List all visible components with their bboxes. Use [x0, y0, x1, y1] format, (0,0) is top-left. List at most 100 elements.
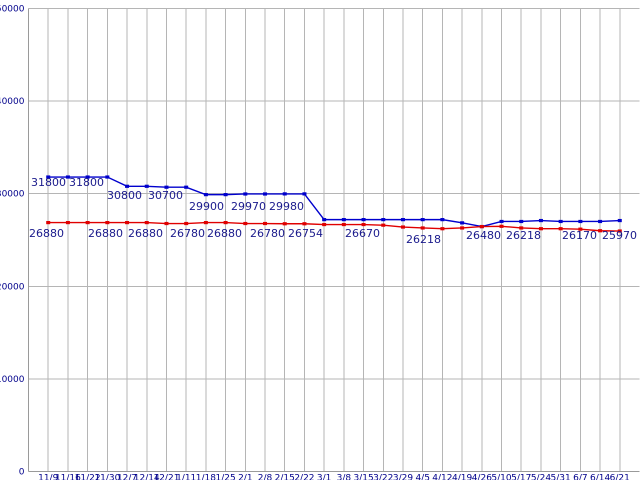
data-point-marker: [598, 219, 603, 224]
data-point-marker: [617, 229, 622, 233]
x-axis-tick-label: 1/25: [215, 474, 235, 480]
y-axis-tick-label: 0: [19, 468, 25, 478]
data-point-marker: [144, 220, 149, 225]
data-point-marker: [85, 220, 90, 225]
data-point-marker: [361, 218, 366, 222]
x-axis-tick-label: 2/15: [275, 474, 295, 480]
x-axis-tick-label: 6/21: [610, 474, 630, 480]
data-point-label: 29980: [269, 200, 304, 213]
data-point-marker: [479, 224, 484, 229]
data-point-marker: [361, 222, 366, 227]
series-line-blue: [48, 176, 620, 228]
data-point-marker: [538, 227, 543, 231]
data-point-label: 26218: [506, 229, 541, 242]
data-point-marker: [578, 219, 583, 224]
x-axis-tick-label: 3/8: [337, 474, 352, 480]
x-axis-tick-label: 2/1: [238, 474, 252, 480]
data-point-marker: [223, 193, 228, 197]
data-point-label: 26480: [466, 229, 501, 242]
data-point-marker: [105, 175, 110, 179]
x-axis-tick-label: 11/22: [75, 474, 101, 480]
data-point-marker: [558, 227, 563, 231]
data-point-marker: [578, 227, 583, 231]
x-axis-tick-label: 4/12: [432, 474, 452, 480]
data-point-marker: [302, 222, 307, 226]
x-axis-tick-label: 5/17: [511, 474, 531, 480]
data-point-marker: [460, 221, 465, 225]
y-axis-tick-label: 50000: [0, 5, 25, 15]
series-line-red: [48, 221, 620, 232]
x-axis-tick-label: 1/11: [176, 474, 196, 480]
data-point-marker: [400, 218, 405, 222]
data-point-marker: [203, 193, 208, 197]
grid-lines: [28, 8, 640, 472]
data-point-markers: [46, 175, 622, 233]
data-point-marker: [65, 175, 70, 179]
x-axis-tick-label: 3/22: [373, 474, 393, 480]
data-point-marker: [46, 220, 51, 225]
y-axis: 0 10000 20000 30000 40000 50000: [0, 5, 29, 478]
data-point-marker: [440, 227, 445, 231]
data-point-label: 26170: [562, 229, 597, 242]
data-point-marker: [440, 218, 445, 222]
data-point-marker: [558, 219, 563, 224]
data-point-label: 26880: [88, 227, 123, 240]
data-point-marker: [302, 192, 307, 196]
data-point-label: 29970: [231, 200, 266, 213]
data-point-label: 31800: [69, 176, 104, 189]
data-point-marker: [85, 175, 90, 179]
data-point-marker: [203, 220, 208, 225]
data-point-marker: [341, 218, 346, 222]
data-point-marker: [184, 185, 189, 189]
y-axis-tick-label: 40000: [0, 97, 25, 107]
data-point-label: 26880: [128, 227, 163, 240]
data-point-marker: [164, 185, 169, 189]
data-point-label: 26218: [406, 233, 441, 246]
data-point-label: 26780: [170, 227, 205, 240]
x-axis-tick-label: 4/26: [472, 474, 492, 480]
data-point-marker: [381, 218, 386, 222]
data-point-marker: [381, 223, 386, 227]
series-lines: [48, 176, 620, 232]
data-point-marker: [519, 226, 524, 230]
data-point-label: 31800: [31, 176, 66, 189]
x-axis-tick-label: 12/14: [134, 474, 160, 480]
x-axis-tick-label: 4/19: [452, 474, 472, 480]
data-point-marker: [125, 184, 130, 188]
data-point-marker: [617, 218, 622, 223]
data-point-marker: [223, 220, 228, 225]
x-axis-tick-label: 5/31: [551, 474, 571, 480]
data-point-label: 26780: [250, 227, 285, 240]
data-point-label: 26880: [207, 227, 242, 240]
x-axis-tick-label: 11/9: [38, 474, 58, 480]
data-point-marker: [420, 226, 425, 230]
data-point-marker: [538, 218, 543, 223]
data-point-marker: [65, 220, 70, 225]
x-axis-tick-label: 11/16: [55, 474, 81, 480]
x-axis-tick-label: 3/15: [353, 474, 373, 480]
data-point-marker: [164, 221, 169, 226]
data-point-marker: [263, 221, 268, 226]
data-point-marker: [282, 222, 287, 226]
data-point-marker: [243, 192, 248, 196]
data-point-marker: [322, 218, 327, 222]
y-axis-tick-label: 30000: [0, 190, 25, 200]
x-axis-tick-label: 11/30: [94, 474, 120, 480]
data-point-marker: [499, 219, 504, 224]
data-point-marker: [263, 192, 268, 196]
data-point-marker: [598, 229, 603, 233]
data-point-label: 29900: [189, 200, 224, 213]
data-point-marker: [282, 192, 287, 196]
data-point-marker: [125, 220, 130, 225]
x-axis-tick-label: 2/8: [258, 474, 273, 480]
data-point-marker: [400, 225, 405, 229]
data-point-marker: [46, 175, 51, 179]
x-axis-tick-label: 6/7: [573, 474, 587, 480]
x-axis-tick-label: 5/24: [531, 474, 551, 480]
x-axis-tick-label: 6/14: [590, 474, 610, 480]
data-point-marker: [341, 222, 346, 227]
